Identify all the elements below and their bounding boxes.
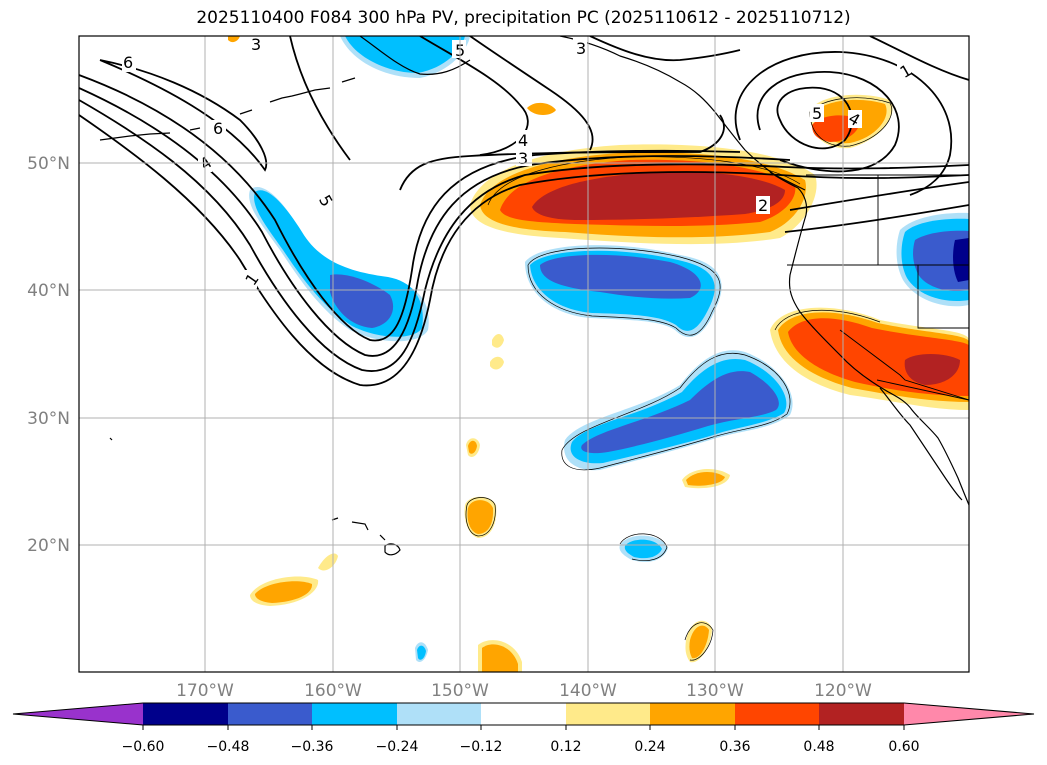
pv-label: 3 bbox=[576, 39, 586, 58]
precipitation-shading bbox=[228, 36, 969, 672]
colorbar-segment bbox=[819, 703, 904, 725]
pv-label: 3 bbox=[251, 35, 261, 54]
colorbar-tick-label: 0.24 bbox=[634, 739, 665, 755]
lon-label-150w: 150°W bbox=[431, 681, 489, 701]
colorbar-tick-label: 0.60 bbox=[888, 739, 919, 755]
colorbar-tick-label: 0.12 bbox=[550, 739, 581, 755]
colorbar: −0.60 −0.48 −0.36 −0.24 −0.12 0.12 0.24 … bbox=[12, 702, 1035, 755]
lon-label-140w: 140°W bbox=[559, 681, 617, 701]
colorbar-segment bbox=[481, 703, 566, 725]
lat-label-40n: 40°N bbox=[27, 281, 70, 301]
colorbar-tick-marks bbox=[142, 725, 905, 730]
lon-label-160w: 160°W bbox=[304, 681, 362, 701]
colorbar-segment bbox=[312, 703, 397, 725]
lon-label-170w: 170°W bbox=[176, 681, 234, 701]
colorbar-segment bbox=[228, 703, 312, 725]
pv-label: 3 bbox=[518, 149, 528, 168]
colorbar-segment bbox=[566, 703, 650, 725]
colorbar-segment bbox=[143, 703, 228, 725]
colorbar-segment bbox=[650, 703, 735, 725]
lon-label-120w: 120°W bbox=[814, 681, 872, 701]
lat-label-50n: 50°N bbox=[27, 154, 70, 174]
lon-label-130w: 130°W bbox=[686, 681, 744, 701]
pv-label: 6 bbox=[123, 53, 133, 72]
colorbar-segment bbox=[397, 703, 481, 725]
map-border bbox=[78, 35, 970, 673]
colorbar-tick-label: 0.36 bbox=[719, 739, 750, 755]
lat-label-30n: 30°N bbox=[27, 409, 70, 429]
pv-label: 2 bbox=[758, 196, 768, 215]
gridlines bbox=[79, 36, 969, 672]
colorbar-tick-label: −0.48 bbox=[207, 739, 250, 755]
colorbar-extend-low bbox=[13, 703, 143, 725]
colorbar-tick-label: 0.48 bbox=[803, 739, 834, 755]
colorbar-tick-label: −0.24 bbox=[376, 739, 419, 755]
colorbar-tick-label: −0.12 bbox=[460, 739, 503, 755]
shading-outlines bbox=[465, 97, 893, 661]
colorbar-tick-label: −0.60 bbox=[122, 739, 165, 755]
colorbar-extend-high bbox=[904, 703, 1034, 725]
pv-label: 6 bbox=[213, 119, 223, 138]
pv-contour-labels: 3 5 3 1 6 6 4 3 5 4 4 5 1 2 bbox=[122, 35, 915, 289]
map-title: 2025110400 F084 300 hPa PV, precipitatio… bbox=[196, 8, 851, 28]
longitude-labels: 170°W 160°W 150°W 140°W 130°W 120°W bbox=[176, 681, 872, 701]
colorbar-segment bbox=[735, 703, 819, 725]
pv-label: 5 bbox=[812, 104, 822, 123]
lat-label-20n: 20°N bbox=[27, 536, 70, 556]
pv-label: 4 bbox=[518, 131, 528, 150]
colorbar-tick-label: −0.36 bbox=[291, 739, 334, 755]
latitude-labels: 50°N 40°N 30°N 20°N bbox=[27, 154, 70, 556]
